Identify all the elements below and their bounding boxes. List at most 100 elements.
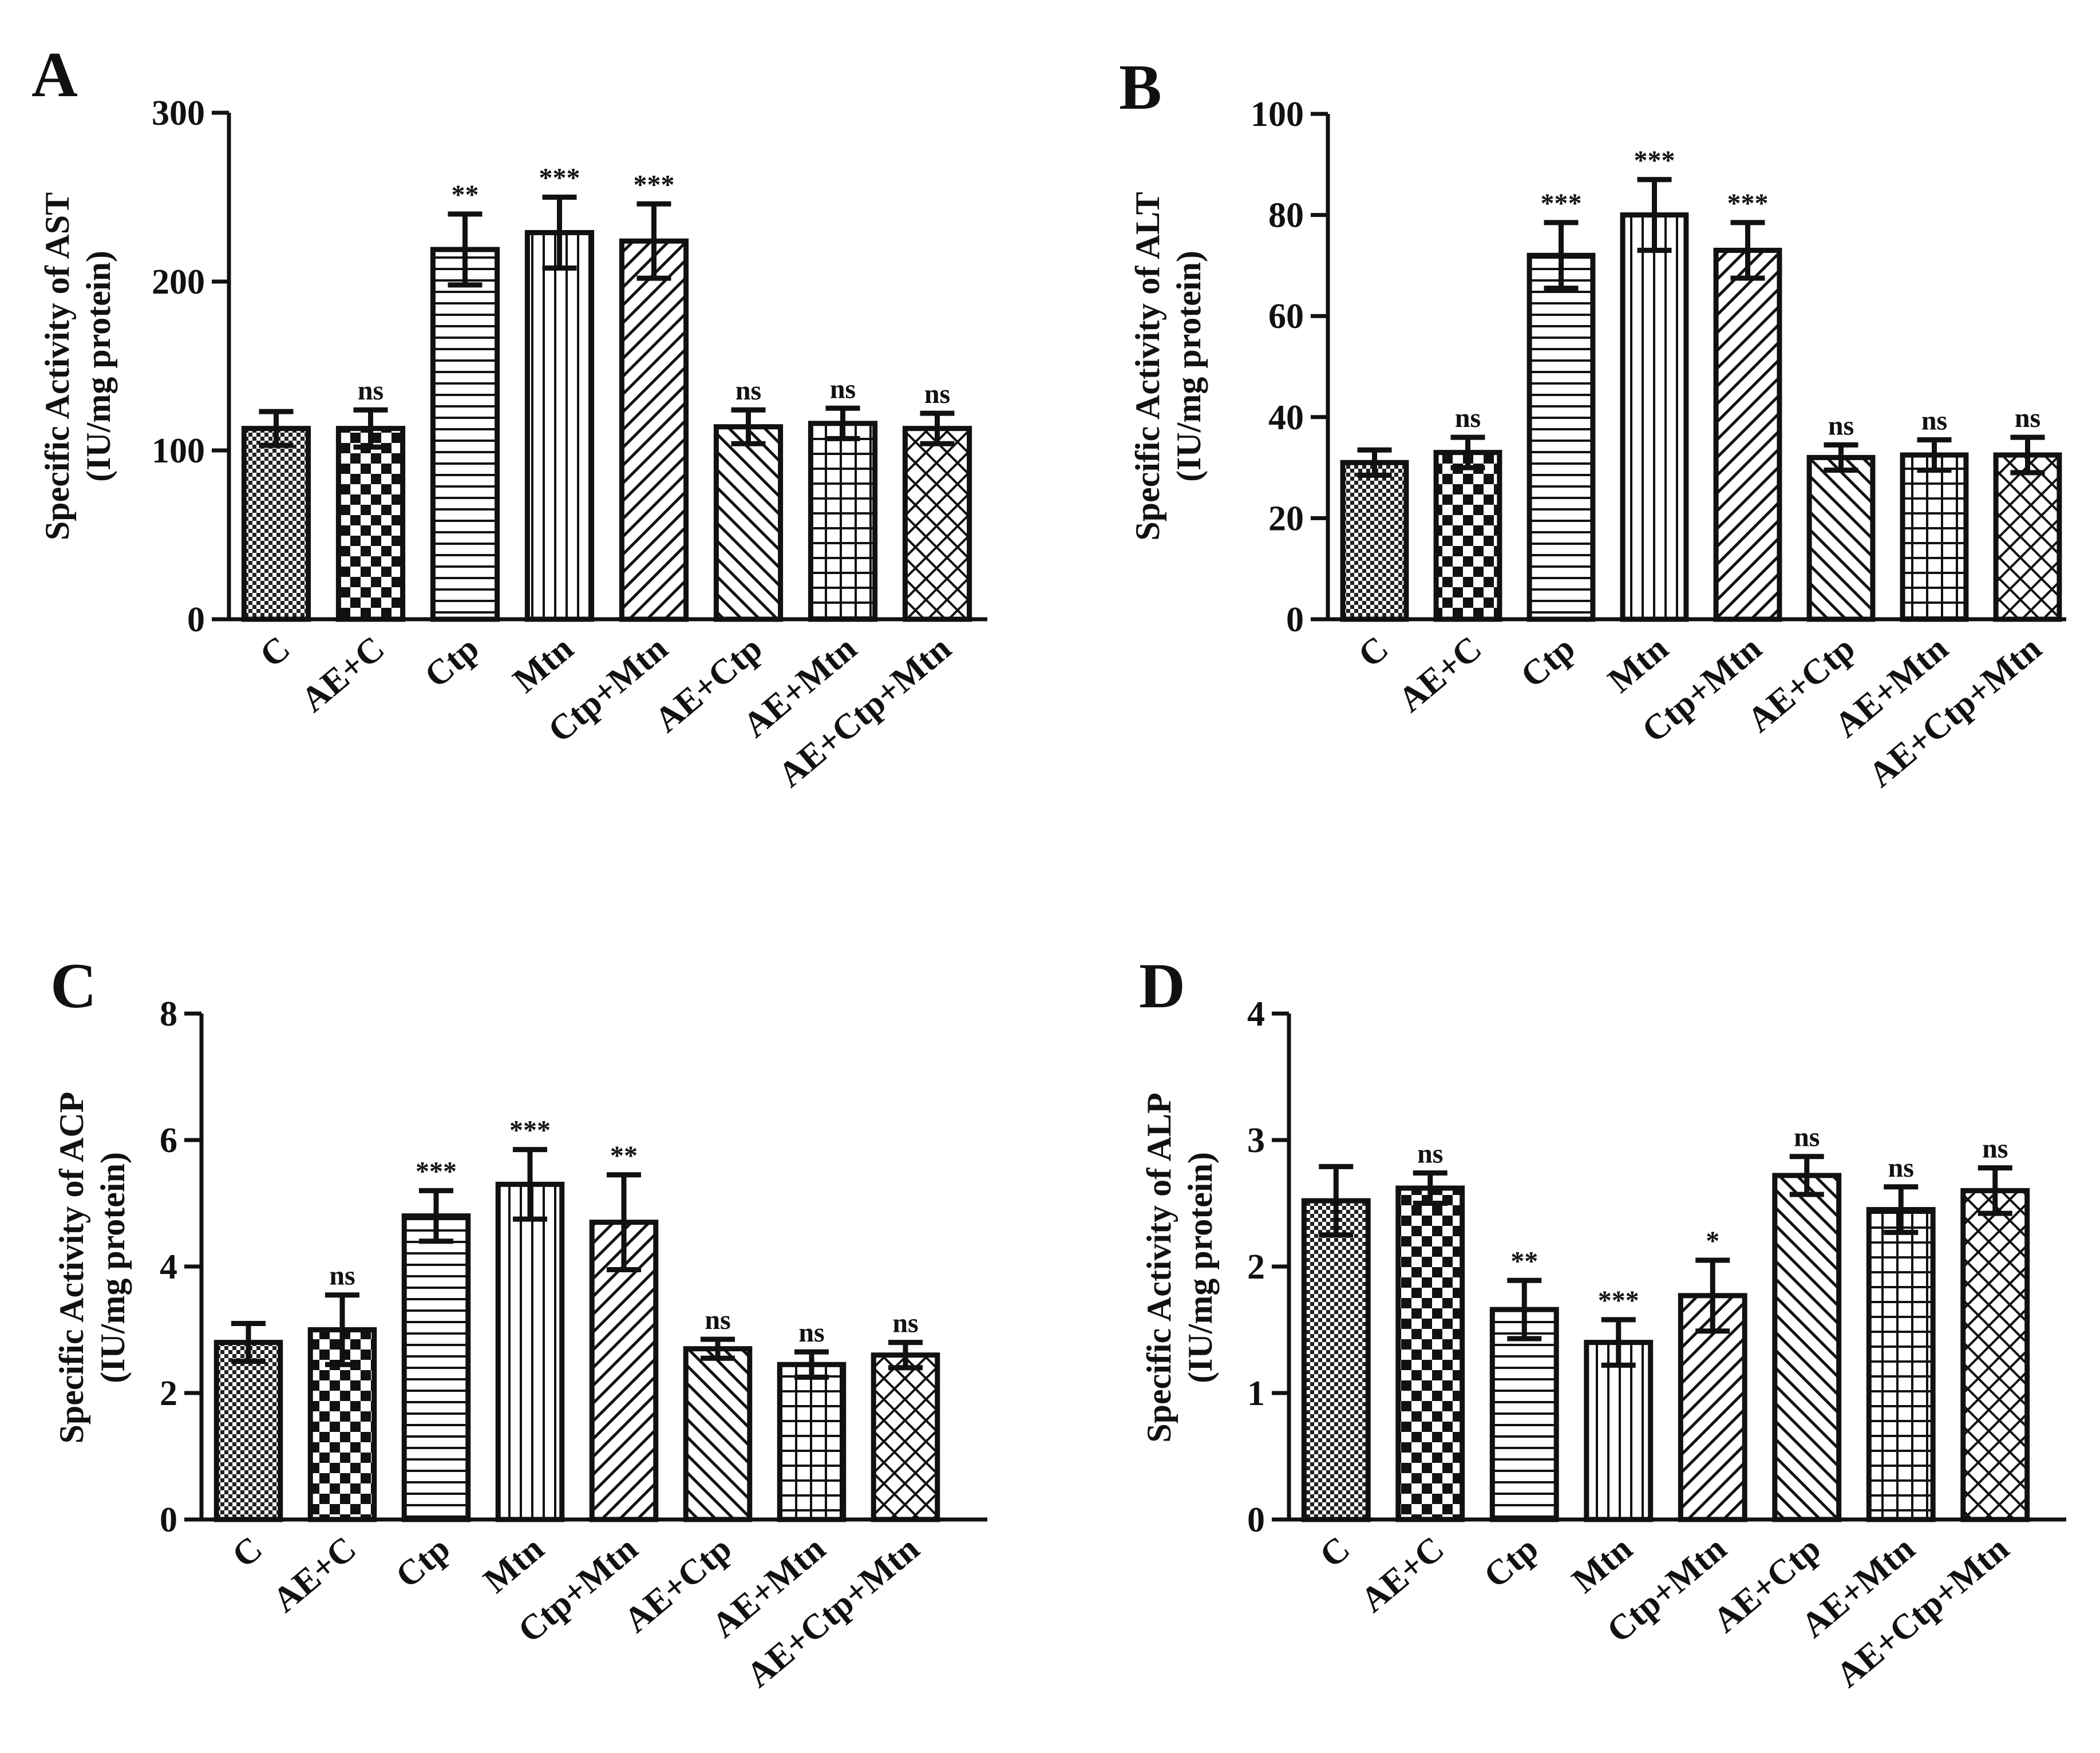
bar [213,1340,283,1522]
y-tick-label: 300 [152,94,205,133]
bar [495,1181,565,1522]
bar-group: *** Mtn [1565,1285,1654,1601]
significance-label: *** [1727,188,1769,219]
category-label: AE+C [266,1529,363,1620]
category-label: Ctp [1477,1529,1545,1596]
category-label: C [1351,629,1395,675]
bar [777,1362,847,1522]
y-tick-label: 4 [1247,995,1265,1034]
bar [1678,1293,1747,1522]
bar [1772,1173,1842,1522]
bar-group: C [241,409,311,675]
y-tick-label: 8 [160,995,177,1034]
significance-label: *** [1598,1285,1639,1316]
category-label: Mtn [1601,629,1676,701]
significance-label: ns [329,1261,355,1291]
bar [1433,450,1502,622]
category-label: C [1312,1529,1357,1576]
significance-label: ** [610,1141,638,1171]
y-tick-label: 2 [160,1374,177,1413]
category-label: AE+C [294,629,391,720]
significance-label: ns [1455,403,1481,433]
y-tick-label: 100 [152,432,205,470]
significance-label: ns [798,1317,824,1348]
y-tick-label: 60 [1268,297,1304,336]
category-label: C [225,1529,270,1576]
bar [871,1352,940,1522]
y-tick-label: 0 [1286,600,1304,639]
y-axis-unit-label: (IU/mg protein) [80,251,117,482]
y-axis-unit-label: (IU/mg protein) [1181,1152,1219,1383]
bar [524,229,595,622]
significance-label: ns [1794,1122,1820,1153]
y-tick-label: 0 [1247,1501,1265,1540]
category-label: Ctp [389,1529,457,1596]
bar [902,426,972,622]
significance-label: ns [1417,1138,1443,1169]
bar [683,1346,753,1522]
bar [1900,452,1969,622]
bar [1584,1340,1654,1522]
category-label: Mtn [476,1529,551,1601]
bar-group: C [213,1320,283,1576]
significance-label: ns [705,1305,730,1335]
panel-letter: A [31,39,78,110]
significance-label: ns [892,1308,918,1339]
significance-label: *** [634,169,675,200]
y-tick-label: 20 [1268,499,1304,538]
bar-group: *** Mtn [1601,145,1689,701]
bar-group: C [1340,447,1409,675]
significance-label: *** [509,1115,551,1146]
panel-letter: B [1119,52,1162,123]
significance-label: ns [830,374,856,404]
panel-a: A Specific Activity of AST (IU/mg protein)… [31,39,987,795]
y-tick-label: 4 [160,1248,177,1287]
y-tick-label: 80 [1268,196,1304,235]
y-axis-label: Specific Activity of ALP [1140,1093,1178,1443]
significance-label: *** [539,163,580,193]
bar [619,238,689,622]
bar [1395,1185,1465,1522]
bar [1340,460,1409,622]
significance-label: ns [1888,1153,1914,1183]
category-label: AE+C [1391,629,1489,720]
significance-label: ns [924,379,950,409]
y-axis-unit-label: (IU/mg protein) [94,1152,132,1383]
bar-group: *** Ctp [389,1156,471,1596]
significance-label: ns [1982,1134,2008,1164]
y-axis-label: Specific Activity of ACP [53,1092,90,1444]
y-tick-label: 6 [160,1121,177,1160]
panel-b: B Specific Activity of ALT (IU/mg protein)… [1119,52,2066,795]
y-tick-label: 40 [1268,398,1304,437]
y-tick-label: 2 [1247,1248,1265,1287]
bar-group: *** Mtn [476,1115,565,1601]
bar [1993,452,2062,622]
significance-label: *** [416,1156,457,1186]
bar [1301,1198,1371,1522]
category-label: Ctp [1513,629,1582,695]
bar-group: ** Ctp [1477,1246,1559,1596]
category-label: Mtn [1565,1529,1640,1601]
significance-label: ns [358,375,383,406]
significance-label: ns [1828,410,1854,441]
significance-label: ns [735,375,761,406]
category-label: Mtn [506,629,581,701]
significance-label: *** [1541,188,1582,219]
bar [401,1213,471,1522]
y-tick-label: 1 [1247,1374,1265,1413]
significance-label: * [1706,1226,1719,1256]
significance-label: ns [1921,406,1947,436]
bar [335,426,406,622]
panel-c: C Specific Activity of ACP (IU/mg protein)… [50,951,987,1695]
y-tick-label: 0 [160,1501,177,1540]
y-tick-label: 200 [152,263,205,302]
bar [430,247,500,622]
y-tick-label: 0 [187,600,205,639]
bar [1526,252,1596,622]
bar [1620,212,1689,622]
panel-letter: D [1139,951,1185,1022]
bar [589,1220,659,1522]
category-label: Ctp [417,629,486,695]
significance-label: ** [452,180,479,210]
